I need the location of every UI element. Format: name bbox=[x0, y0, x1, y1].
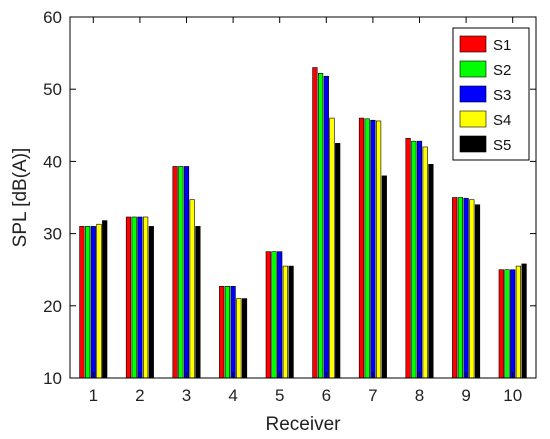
bar-s1-receiver-4 bbox=[219, 286, 225, 379]
bar-s1-receiver-8 bbox=[405, 137, 411, 379]
legend-swatch-s2 bbox=[459, 60, 487, 78]
bar-s4-receiver-6 bbox=[329, 117, 335, 379]
x-tick-label: 9 bbox=[461, 386, 470, 405]
legend-swatch-s4 bbox=[459, 110, 487, 128]
bar-s5-receiver-4 bbox=[241, 298, 248, 379]
y-tick-label: 60 bbox=[43, 8, 62, 27]
bar-s5-receiver-2 bbox=[148, 226, 154, 379]
bar-s1-receiver-1 bbox=[79, 226, 85, 379]
bar-s5-receiver-9 bbox=[474, 204, 481, 379]
bar-s4-receiver-10 bbox=[515, 265, 521, 379]
bar-s2-receiver-8 bbox=[411, 140, 417, 379]
x-tick-label: 6 bbox=[322, 386, 331, 405]
bar-s2-receiver-10 bbox=[504, 269, 510, 379]
bar-s2-receiver-2 bbox=[131, 216, 137, 379]
bar-s3-receiver-10 bbox=[510, 269, 516, 379]
bar-s3-receiver-3 bbox=[183, 166, 190, 379]
y-tick-label: 20 bbox=[43, 297, 62, 316]
legend-swatch-s5 bbox=[459, 135, 487, 153]
bar-s1-receiver-2 bbox=[125, 216, 132, 379]
bar-s3-receiver-7 bbox=[370, 119, 376, 379]
x-axis-title: Receiver bbox=[266, 414, 342, 435]
bars-layer bbox=[79, 67, 527, 379]
x-tick-label: 2 bbox=[135, 386, 144, 405]
bar-s5-receiver-7 bbox=[381, 175, 387, 379]
bar-s4-receiver-1 bbox=[96, 223, 102, 379]
bar-s4-receiver-8 bbox=[422, 146, 428, 379]
bar-s4-receiver-2 bbox=[143, 216, 149, 379]
legend-label-s1: S1 bbox=[493, 37, 511, 54]
plot-frame bbox=[69, 16, 537, 379]
bar-s4-receiver-7 bbox=[375, 120, 382, 379]
y-axis: 10 20 30 40 50 60 bbox=[43, 8, 536, 388]
bar-s5-receiver-5 bbox=[288, 265, 294, 379]
bar-s3-receiver-5 bbox=[277, 251, 283, 379]
bar-s5-receiver-6 bbox=[335, 143, 341, 379]
bar-s2-receiver-6 bbox=[317, 73, 324, 379]
legend-label-s3: S3 bbox=[493, 87, 511, 104]
bar-s1-receiver-10 bbox=[498, 269, 504, 379]
bar-s4-receiver-4 bbox=[236, 298, 242, 379]
x-tick-label: 5 bbox=[275, 386, 284, 405]
bar-s3-receiver-6 bbox=[323, 75, 329, 379]
y-tick-label: 50 bbox=[43, 80, 62, 99]
x-tick-label: 4 bbox=[228, 386, 237, 405]
x-tick-label: 3 bbox=[182, 386, 191, 405]
bar-s2-receiver-5 bbox=[271, 251, 277, 379]
bar-s1-receiver-5 bbox=[265, 251, 271, 379]
bar-s5-receiver-1 bbox=[102, 220, 108, 379]
bar-s2-receiver-9 bbox=[457, 197, 464, 379]
legend-swatch-s3 bbox=[459, 85, 487, 103]
bar-s5-receiver-8 bbox=[428, 163, 434, 379]
bar-s2-receiver-1 bbox=[85, 226, 91, 379]
bar-s3-receiver-4 bbox=[230, 286, 236, 379]
legend-label-s5: S5 bbox=[493, 137, 511, 154]
bar-s1-receiver-9 bbox=[452, 197, 458, 379]
bar-s1-receiver-6 bbox=[312, 67, 318, 379]
legend: S1 S2 S3 S4 S5 bbox=[452, 27, 530, 161]
bar-s4-receiver-3 bbox=[189, 199, 195, 379]
bar-s3-receiver-8 bbox=[416, 140, 423, 379]
x-tick-label: 8 bbox=[415, 386, 424, 405]
x-tick-label: 10 bbox=[503, 386, 522, 405]
bar-s1-receiver-7 bbox=[358, 117, 365, 379]
bar-s3-receiver-9 bbox=[463, 197, 469, 379]
bar-s2-receiver-4 bbox=[224, 286, 231, 379]
legend-label-s2: S2 bbox=[493, 62, 511, 79]
bar-s2-receiver-7 bbox=[364, 118, 370, 379]
y-axis-title: SPL [dB(A)] bbox=[10, 148, 31, 248]
legend-label-s4: S4 bbox=[493, 112, 511, 129]
y-tick-label: 40 bbox=[43, 152, 62, 171]
x-tick-label: 1 bbox=[89, 386, 98, 405]
bar-s4-receiver-5 bbox=[282, 265, 289, 379]
y-tick-label: 10 bbox=[43, 369, 62, 388]
y-tick-label: 30 bbox=[43, 225, 62, 244]
bar-s1-receiver-3 bbox=[172, 166, 178, 379]
bar-s3-receiver-2 bbox=[137, 216, 143, 379]
bar-s4-receiver-9 bbox=[469, 199, 475, 379]
bar-s5-receiver-3 bbox=[195, 226, 201, 379]
x-axis: 1 2 3 4 5 6 7 8 9 10 bbox=[89, 17, 522, 405]
bar-s2-receiver-3 bbox=[178, 166, 184, 379]
bar-s5-receiver-10 bbox=[521, 263, 527, 379]
bar-s3-receiver-1 bbox=[90, 226, 96, 379]
x-tick-label: 7 bbox=[368, 386, 377, 405]
legend-swatch-s1 bbox=[459, 35, 487, 53]
